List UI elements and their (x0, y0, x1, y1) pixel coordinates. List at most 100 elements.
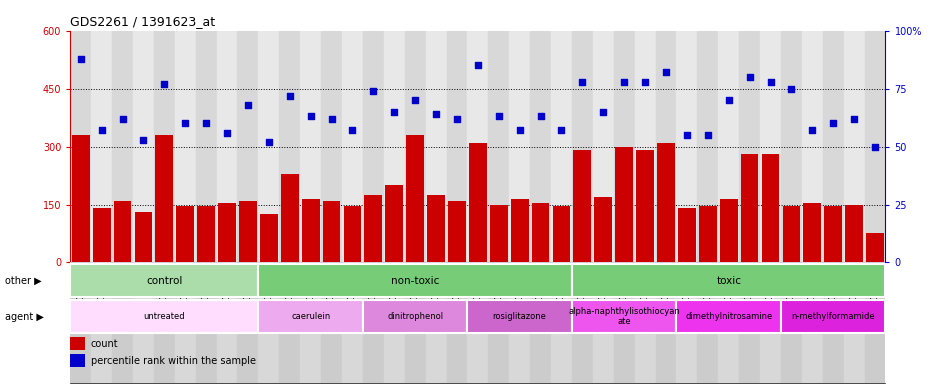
Bar (698, 207, 716, 262)
Bar (719, 199, 737, 262)
Point (825, 120, 840, 126)
Bar (196, 31, 216, 262)
Point (303, 113, 318, 119)
Point (387, 109, 402, 115)
Bar (571, 31, 592, 262)
Text: untreated: untreated (143, 312, 185, 321)
Point (449, 116, 464, 122)
Bar (175, 31, 196, 262)
Text: agent ▶: agent ▶ (5, 312, 43, 322)
Bar (842, 31, 864, 262)
Bar (258, 264, 571, 297)
Point (470, 63, 485, 69)
Bar (801, 31, 822, 262)
Text: dinitrophenol: dinitrophenol (387, 312, 443, 321)
Bar (759, 31, 780, 262)
Bar (550, 31, 571, 262)
Bar (655, 31, 676, 262)
Bar (279, 31, 300, 262)
Bar (531, 203, 548, 262)
Bar (72, 135, 90, 262)
Bar (155, 135, 173, 262)
Bar (258, 300, 362, 333)
Bar (530, 31, 550, 262)
Bar (676, 300, 780, 333)
Bar (385, 185, 402, 262)
Point (94, 127, 109, 133)
Point (261, 139, 276, 145)
Bar (571, 264, 885, 297)
Point (575, 79, 590, 85)
Bar (281, 174, 299, 262)
Point (241, 102, 256, 108)
Bar (865, 233, 883, 262)
Point (533, 113, 548, 119)
Bar (112, 31, 133, 262)
Text: toxic: toxic (715, 276, 740, 286)
Bar (761, 154, 779, 262)
Point (136, 137, 151, 143)
Point (636, 79, 651, 85)
Bar (216, 31, 237, 262)
Bar (258, 31, 279, 262)
Text: alpha-naphthylisothiocyan
ate: alpha-naphthylisothiocyan ate (568, 307, 680, 326)
Bar (176, 207, 194, 262)
Bar (237, 31, 258, 262)
Bar (239, 201, 256, 262)
Bar (321, 31, 342, 262)
Bar (822, 31, 842, 262)
Bar (573, 151, 591, 262)
Point (156, 81, 171, 87)
Bar (510, 199, 528, 262)
Bar (780, 300, 885, 333)
Bar (197, 207, 214, 262)
Bar (844, 205, 862, 262)
Bar (802, 203, 820, 262)
Bar (739, 31, 759, 262)
Point (219, 130, 234, 136)
Bar (300, 31, 321, 262)
Bar (93, 209, 110, 262)
Bar (508, 31, 530, 262)
Bar (301, 199, 319, 262)
Bar (447, 201, 465, 262)
Point (741, 74, 756, 80)
Point (365, 88, 380, 94)
Bar (70, 31, 91, 262)
Point (679, 132, 694, 138)
Bar (427, 195, 445, 262)
Text: GDS2261 / 1391623_at: GDS2261 / 1391623_at (70, 15, 215, 28)
Point (407, 97, 422, 103)
Point (762, 79, 777, 85)
Bar (218, 203, 236, 262)
Bar (636, 151, 653, 262)
Bar (469, 143, 486, 262)
Point (428, 111, 443, 117)
Bar (571, 300, 676, 333)
Bar (467, 31, 488, 262)
Bar (135, 212, 153, 262)
Bar (70, 264, 258, 297)
Bar (322, 201, 340, 262)
Bar (362, 300, 467, 333)
Bar (718, 31, 739, 262)
Bar (364, 195, 382, 262)
Bar (488, 31, 508, 262)
Bar (425, 31, 446, 262)
Point (867, 144, 882, 150)
Bar (467, 300, 571, 333)
Bar (613, 31, 634, 262)
Bar (384, 31, 404, 262)
Point (721, 97, 736, 103)
Bar (634, 31, 655, 262)
Text: percentile rank within the sample: percentile rank within the sample (91, 356, 256, 366)
Bar (344, 207, 361, 262)
Text: caerulein: caerulein (291, 312, 329, 321)
Bar (824, 207, 841, 262)
Bar (864, 31, 885, 262)
Bar (259, 214, 277, 262)
Bar (70, 337, 85, 350)
Bar (133, 31, 154, 262)
Bar (615, 147, 633, 262)
Bar (593, 197, 611, 262)
